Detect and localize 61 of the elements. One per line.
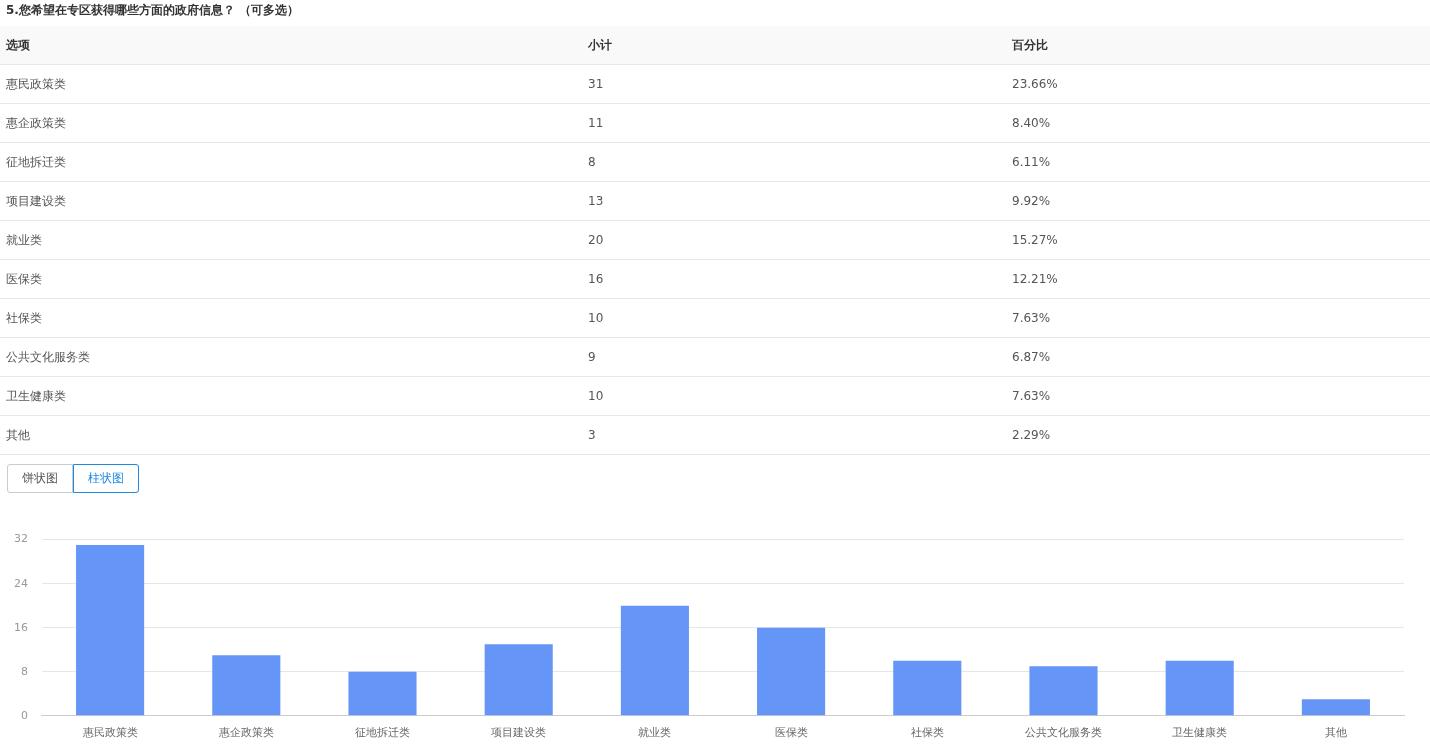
text: 2.29% [1006,415,1430,455]
text: 小计 [582,26,1006,65]
text: 12.21% [1006,259,1430,299]
text: 项目建设类 [0,181,582,221]
text: 13 [582,181,1006,221]
bar [620,605,689,716]
text: 6.11% [1006,142,1430,182]
tab-button: 饼状图 [7,464,73,493]
x-tick-label: 卫生健康类 [1172,726,1228,740]
bar [76,545,145,716]
text: 惠民政策类 [0,64,582,104]
text: 选项 [0,26,582,65]
x-tick-label: 项目建设类 [491,726,547,740]
text: 6.87% [1006,337,1430,377]
text: 16 [582,259,1006,299]
bar [1301,699,1370,716]
bar [348,671,417,716]
text: 3 [582,415,1006,455]
bar [1165,660,1234,716]
text: 20 [582,220,1006,260]
x-tick-label: 征地拆迁类 [355,726,410,740]
y-tick-label: 0 [21,708,28,722]
text: 8 [582,142,1006,182]
tab-button: 柱状图 [73,464,139,493]
text: 惠企政策类 [0,103,582,143]
text: 11 [582,103,1006,143]
x-tick-label: 惠企政策类 [217,726,274,740]
text: 10 [582,298,1006,338]
bar [484,644,553,716]
x-tick-label: 公共文化服务类 [1025,726,1102,740]
bar [212,655,281,716]
text: 31 [582,64,1006,104]
text: 社保类 [0,298,582,338]
text: 8.40% [1006,103,1430,143]
y-tick-label: 8 [21,664,28,678]
y-tick-label: 16 [14,620,28,634]
y-tick-label: 24 [14,576,28,590]
x-tick-label: 其他 [1324,726,1347,740]
bar [1029,666,1098,716]
bar [757,627,826,716]
text: 23.66% [1006,64,1430,104]
text: 百分比 [1006,26,1430,65]
text: 公共文化服务类 [0,337,582,377]
text: 其他 [0,415,582,455]
x-tick-label: 就业类 [638,726,672,740]
text: 7.63% [1006,298,1430,338]
x-tick-label: 医保类 [774,726,808,740]
y-tick-label: 32 [14,532,28,546]
text: 卫生健康类 [0,376,582,416]
x-tick-label: 社保类 [910,726,944,740]
text: 7.63% [1006,376,1430,416]
text: 9.92% [1006,181,1430,221]
text: 15.27% [1006,220,1430,260]
bar [893,660,962,716]
text: 就业类 [0,220,582,260]
text: 10 [582,376,1006,416]
text: 5.您希望在专区获得哪些方面的政府信息？ （可多选） [5,2,301,19]
text: 征地拆迁类 [0,142,582,182]
x-tick-label: 惠民政策类 [81,726,138,740]
text: 医保类 [0,259,582,299]
text: 9 [582,337,1006,377]
